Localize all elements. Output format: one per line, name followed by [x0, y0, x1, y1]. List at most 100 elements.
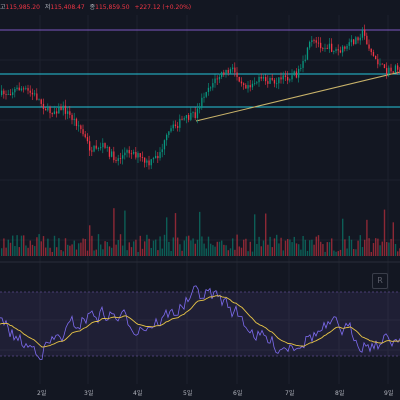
candle	[282, 75, 284, 80]
volume-bar	[238, 246, 240, 256]
volume-bar	[258, 236, 260, 256]
candle	[84, 134, 86, 138]
candle	[234, 67, 236, 73]
volume-bar	[203, 243, 205, 256]
volume-bar	[282, 250, 284, 256]
volume-bar	[251, 251, 254, 256]
volume-bar	[256, 243, 258, 256]
volume-bar	[377, 238, 379, 256]
candle	[23, 88, 25, 90]
volume-bar	[390, 238, 392, 256]
candle	[262, 77, 265, 79]
volume-bar	[82, 238, 84, 256]
oscillator-line	[0, 285, 400, 360]
candle	[16, 87, 18, 90]
candle	[7, 94, 9, 95]
volume-bar	[289, 239, 291, 256]
volume-bar	[124, 210, 126, 256]
volume-bar	[62, 251, 64, 256]
volume-bar	[267, 244, 269, 256]
candle	[287, 76, 289, 81]
volume-bar	[381, 241, 383, 256]
candle	[78, 125, 80, 127]
volume-bar	[27, 247, 29, 256]
close-value: 115,859.50	[95, 4, 130, 11]
candle	[328, 43, 331, 49]
volume-bar	[119, 234, 122, 256]
volume-bar	[370, 251, 372, 256]
volume-bar	[9, 242, 12, 256]
volume-bar	[163, 234, 166, 256]
candle	[130, 153, 133, 155]
oscillator-band	[0, 292, 400, 356]
candle	[117, 158, 119, 162]
candle	[152, 158, 155, 160]
candle	[260, 76, 262, 79]
volume-bar	[75, 249, 78, 256]
volume-bar	[249, 241, 251, 256]
candle	[31, 92, 34, 95]
candle	[342, 46, 344, 53]
volume-bar	[144, 241, 146, 256]
candle	[95, 145, 97, 149]
candle	[67, 111, 69, 114]
volume-bar	[313, 244, 315, 256]
candle	[212, 83, 214, 88]
candle	[119, 158, 122, 160]
volume-bar	[280, 237, 282, 256]
candle	[377, 59, 379, 65]
candle	[368, 44, 370, 49]
candle	[320, 42, 322, 49]
candle	[137, 153, 139, 158]
candle	[29, 90, 31, 93]
volume-bar	[102, 249, 104, 256]
candle	[155, 155, 157, 159]
candle	[91, 150, 93, 152]
candle	[179, 118, 181, 128]
volume-bar	[320, 241, 322, 256]
high-value: 115,985.20	[5, 4, 40, 11]
x-tick-label: 5일	[183, 390, 193, 397]
volume-bar	[240, 247, 243, 256]
candle	[93, 145, 95, 152]
volume-bar	[104, 241, 106, 256]
x-tick-label: 3일	[84, 390, 94, 397]
x-tick-label: 8일	[335, 390, 345, 397]
candle	[18, 87, 20, 91]
candle	[357, 37, 359, 41]
volume-bar	[386, 242, 388, 256]
volume-bar	[291, 242, 293, 256]
candle	[111, 151, 113, 157]
candle	[64, 105, 67, 114]
volume-bar	[372, 243, 375, 256]
volume-bar	[328, 242, 331, 256]
candle	[183, 118, 185, 120]
volume-bar	[348, 235, 350, 256]
volume-bar	[80, 242, 82, 256]
volume-bar	[155, 239, 157, 256]
volume-bar	[12, 235, 14, 256]
candle	[194, 112, 196, 119]
volume-bar	[245, 238, 247, 256]
volume-bar	[260, 246, 262, 256]
candle	[350, 39, 353, 43]
volume-bar	[284, 240, 287, 256]
volume-bar	[333, 250, 335, 256]
volume-bar	[29, 240, 31, 256]
volume-bar	[278, 243, 280, 256]
candle	[381, 63, 383, 65]
volume-bar	[36, 237, 38, 256]
x-tick-label: 2일	[37, 390, 47, 397]
reset-button[interactable]: R	[372, 273, 388, 289]
candle	[238, 76, 240, 82]
volume-bar	[355, 249, 357, 256]
volume-bar	[196, 239, 199, 256]
volume-bar	[214, 246, 216, 256]
high-label: 고	[0, 4, 6, 11]
candle	[265, 77, 267, 82]
volume-bar	[181, 250, 183, 256]
candle	[49, 107, 51, 114]
candle	[185, 114, 188, 119]
